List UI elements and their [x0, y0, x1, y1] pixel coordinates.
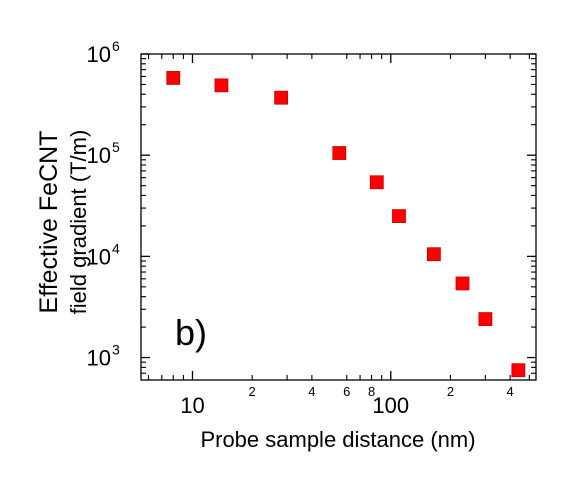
x-tick-labels: 10 100 2 4 6 8 2 4 [180, 384, 514, 418]
x-minor-tick-label: 2 [249, 384, 256, 399]
y-axis-label-2: field gradient (T/m) [66, 130, 91, 315]
plot-frame [140, 53, 537, 381]
x-minor-tick-label: 4 [308, 384, 315, 399]
y-tick-label: 10 [87, 244, 111, 269]
data-point [332, 146, 347, 160]
x-minor-tick-label: 2 [447, 384, 454, 399]
y-axis-label: Effective FeCNT [35, 131, 63, 314]
y-tick-label-exponent: 5 [112, 139, 120, 155]
data-point [511, 363, 526, 378]
x-tick-label: 10 [180, 393, 204, 418]
x-minor-tick-label: 4 [507, 384, 514, 399]
y-tick-label: 10 [87, 143, 111, 168]
y-tick-label-exponent: 6 [112, 38, 120, 54]
panel-label: b) [175, 312, 207, 353]
data-point [274, 90, 289, 105]
y-tick-label: 10 [87, 42, 111, 67]
x-tick-label: 100 [372, 393, 409, 418]
x-minor-tick-label: 6 [343, 384, 350, 399]
data-point [478, 312, 493, 326]
data-point [214, 78, 229, 93]
y-tick-label-exponent: 3 [112, 342, 120, 358]
y-tick-label: 10 [87, 346, 111, 371]
x-minor-tick-label: 8 [368, 384, 375, 399]
data-point [426, 247, 441, 262]
y-tick-label-exponent: 4 [112, 240, 120, 256]
data-markers [166, 71, 526, 378]
data-point [455, 276, 470, 291]
data-point [166, 71, 181, 85]
y-axis-label-line1: Effective FeCNT [35, 131, 63, 314]
data-point [392, 209, 406, 224]
x-axis-label: Probe sample distance (nm) [200, 427, 475, 452]
data-point [369, 175, 384, 190]
y-axis-label-line2: field gradient (T/m) [66, 130, 91, 315]
